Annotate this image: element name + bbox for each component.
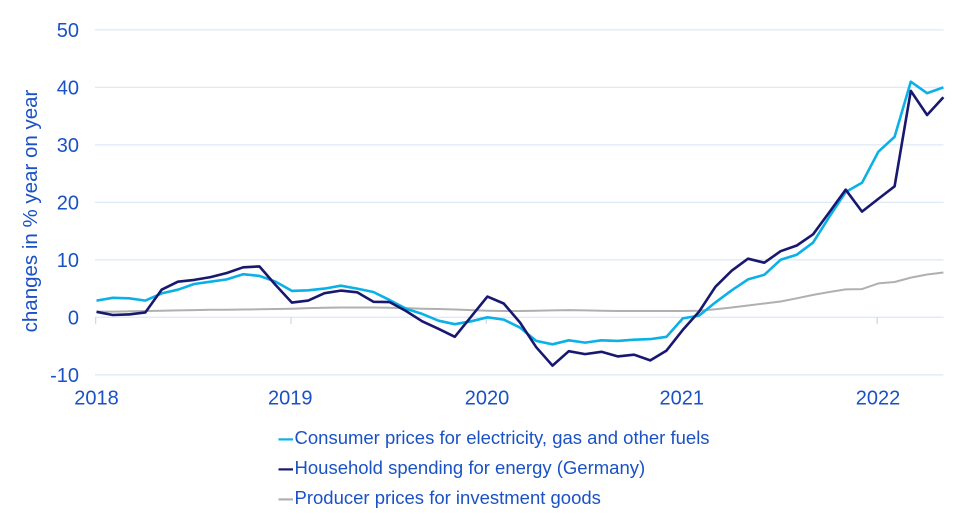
svg-text:Producer prices for investment: Producer prices for investment goods: [295, 487, 601, 508]
svg-text:2018: 2018: [74, 388, 119, 410]
svg-text:50: 50: [57, 20, 79, 42]
svg-text:40: 40: [57, 77, 79, 99]
svg-text:changes in % year on year: changes in % year on year: [19, 89, 42, 332]
svg-text:2019: 2019: [268, 388, 313, 410]
svg-text:10: 10: [57, 250, 79, 272]
svg-text:2022: 2022: [856, 388, 901, 410]
svg-text:Consumer prices for electricit: Consumer prices for electricity, gas and…: [295, 427, 710, 448]
svg-text:2021: 2021: [660, 388, 705, 410]
svg-text:20: 20: [57, 192, 79, 214]
svg-text:30: 30: [57, 135, 79, 157]
svg-text:2020: 2020: [465, 388, 510, 410]
svg-text:-10: -10: [50, 365, 79, 387]
svg-text:Household spending for energy: Household spending for energy (Germany): [295, 457, 646, 478]
svg-text:0: 0: [68, 307, 79, 329]
